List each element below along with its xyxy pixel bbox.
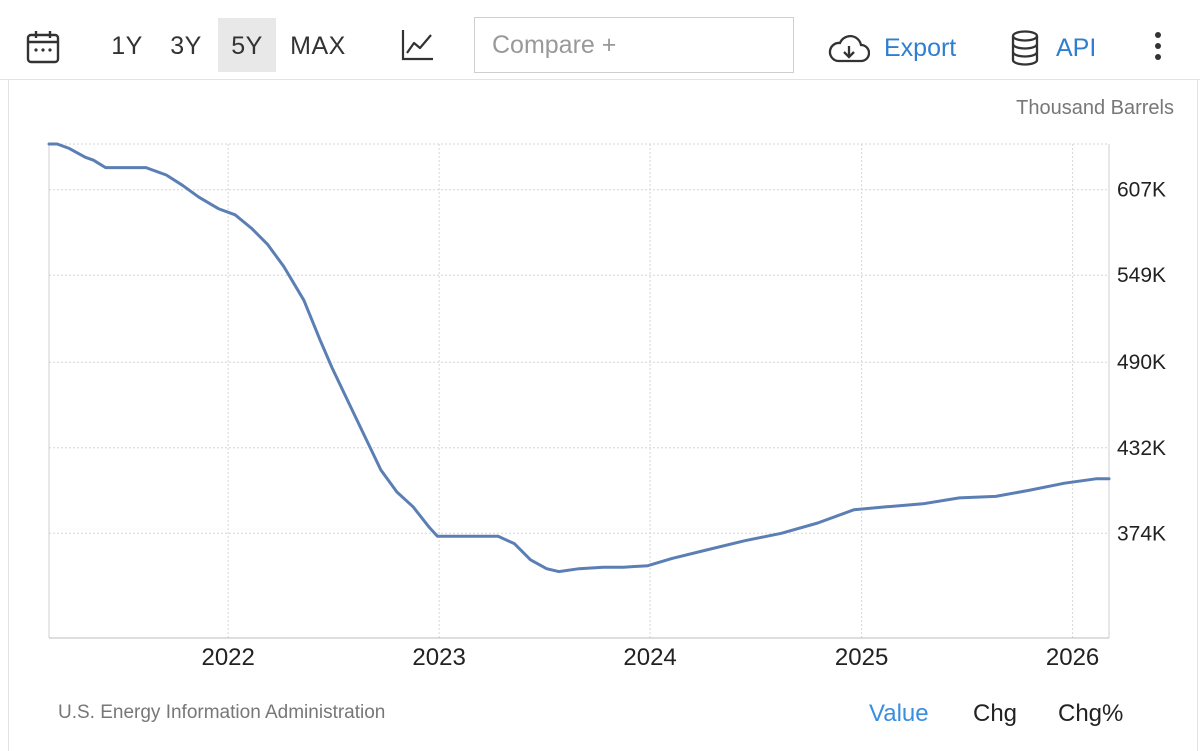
y-tick-label: 549K — [1117, 264, 1166, 287]
range-5y-button[interactable]: 5Y — [218, 18, 276, 72]
calendar-icon[interactable] — [26, 30, 60, 64]
tab-chg-percent[interactable]: Chg% — [1058, 700, 1124, 727]
range-1y-button[interactable]: 1Y — [111, 32, 143, 60]
unit-label: Thousand Barrels — [1016, 97, 1174, 119]
x-tick-label: 2022 — [201, 644, 254, 671]
compare-input[interactable] — [474, 17, 794, 73]
x-tick-label: 2023 — [412, 644, 465, 671]
range-3y-button[interactable]: 3Y — [170, 32, 202, 60]
cloud-download-icon — [828, 34, 870, 63]
chart-panel — [8, 0, 1198, 751]
export-label: Export — [884, 34, 957, 62]
toolbar: 1Y 3Y 5Y MAX Export API — [0, 0, 1200, 80]
more-options-icon[interactable] — [1148, 30, 1168, 64]
y-tick-label: 490K — [1117, 351, 1166, 374]
tab-value[interactable]: Value — [869, 700, 929, 727]
tab-chg[interactable]: Chg — [973, 700, 1018, 727]
series-line — [47, 142, 1111, 574]
y-tick-label: 374K — [1117, 522, 1166, 545]
line-chart-type-icon[interactable] — [400, 28, 434, 62]
x-tick-label: 2025 — [835, 644, 888, 671]
api-label: API — [1056, 34, 1097, 62]
database-icon — [1011, 30, 1039, 66]
range-max-button[interactable]: MAX — [290, 32, 346, 60]
source-label: U.S. Energy Information Administration — [58, 702, 386, 723]
line-chart: 374K 432K 490K 549K 607K 2022 2023 2024 2025 2026 — [47, 142, 1166, 671]
y-tick-label: 607K — [1117, 179, 1166, 202]
x-tick-label: 2026 — [1046, 644, 1099, 671]
x-tick-label: 2024 — [623, 644, 676, 671]
y-tick-label: 432K — [1117, 437, 1166, 460]
